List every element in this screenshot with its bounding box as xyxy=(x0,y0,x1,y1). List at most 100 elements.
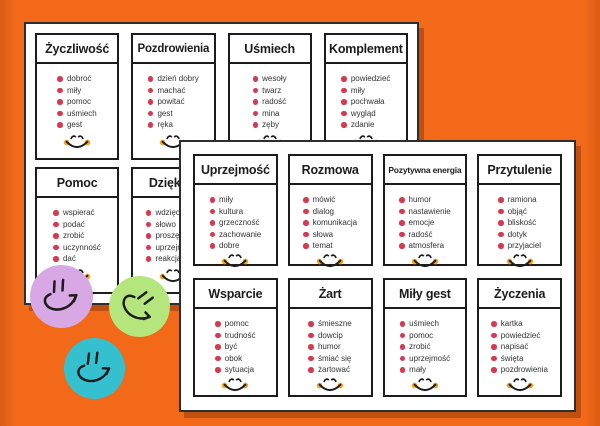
flashcard-word-label: święta xyxy=(500,353,524,363)
flashcard-body: mówić dialog komunikacja słowa temat xyxy=(290,185,371,267)
flashcard-title: Komplement xyxy=(329,41,403,56)
flashcard-word: radość xyxy=(252,96,287,108)
flashcard-word: kartka xyxy=(491,318,548,330)
bullet-dot-icon xyxy=(147,122,154,128)
flashcard-word: miły xyxy=(341,85,390,97)
bullet-dot-icon xyxy=(303,197,309,203)
flashcard-word: pomoc xyxy=(57,96,96,108)
flashcard-word-label: grzeczność xyxy=(219,218,260,227)
bullet-dot-icon xyxy=(399,243,405,249)
sheet-front: Uprzejmość miły kultura grzeczność zacho… xyxy=(179,140,576,412)
flashcard-word-list: uśmiech pomoc zrobić uprzejmość mały xyxy=(399,318,450,376)
flashcard-word-label: temat xyxy=(312,241,333,250)
flashcard-word: atmosfera xyxy=(399,240,451,252)
flashcard-header: Komplement xyxy=(325,35,406,64)
flashcard-word-list: ramiona objąć bliskość dotyk przyjaciel xyxy=(498,194,541,252)
smiley-face-icon xyxy=(506,253,533,267)
flashcard-body: dzień dobry machać powitać gest ręka xyxy=(133,64,213,158)
flashcard-title: Uśmiech xyxy=(244,41,295,56)
bullet-dot-icon xyxy=(53,256,59,262)
flashcard-word-label: uczynność xyxy=(62,242,101,252)
flashcard: Pozdrowienia dzień dobry machać powitać … xyxy=(131,33,216,160)
bullet-dot-icon xyxy=(308,367,314,373)
flashcard-word: zdanie xyxy=(341,119,390,131)
flashcard-word: proszę xyxy=(145,230,201,242)
flashcard-word-label: trudność xyxy=(224,330,256,340)
bullet-dot-icon xyxy=(147,76,154,82)
flashcard-word: dzień dobry xyxy=(147,73,199,85)
flashcard-word-label: uprzejmość xyxy=(155,242,197,252)
bullet-dot-icon xyxy=(341,87,347,93)
flashcard-body: humor nastawienie emocje radość atmosfer… xyxy=(385,185,466,267)
flashcard-word-label: zęby xyxy=(262,120,280,129)
bullet-dot-icon xyxy=(252,122,259,128)
flashcard-header: Pomoc xyxy=(37,169,118,198)
flashcard-word-label: miły xyxy=(350,85,366,95)
flashcard-word-label: ramiona xyxy=(507,195,537,204)
flashcard-word-label: dać xyxy=(62,254,76,263)
bullet-dot-icon xyxy=(341,122,347,128)
flashcard: Życzenia kartka powiedzieć napisać święt… xyxy=(477,278,562,397)
flashcard-title: Pozytywna energia xyxy=(388,164,462,175)
bullet-dot-icon xyxy=(308,332,314,338)
smiley-face-icon xyxy=(411,253,439,267)
hand-drawn-smiley-icon xyxy=(122,291,155,321)
flashcard-word-label: powiedzieć xyxy=(350,74,391,83)
bullet-dot-icon xyxy=(53,221,59,227)
flashcard-header: Życzliwość xyxy=(37,35,118,64)
flashcard-word: napisać xyxy=(491,341,548,353)
flashcard-word: komunikacja xyxy=(303,217,357,229)
bullet-dot-icon xyxy=(209,220,215,226)
flashcard: Życzliwość dobroć miły pomoc uśmiech ges… xyxy=(35,33,120,160)
flashcard-word-label: dzień dobry xyxy=(157,74,199,83)
bullet-dot-icon xyxy=(53,233,59,239)
flashcard-word-label: powiedzieć xyxy=(500,330,541,340)
flashcard-header: Pozytywna energia xyxy=(384,156,466,185)
bullet-dot-icon xyxy=(308,321,314,327)
card-grid-front: Uprzejmość miły kultura grzeczność zacho… xyxy=(181,142,574,410)
flashcard-title: Wsparcie xyxy=(208,286,263,301)
flashcard-word-label: proszę xyxy=(155,231,180,240)
bullet-dot-icon xyxy=(57,76,63,82)
flashcard-word: śmieszne xyxy=(308,318,352,330)
flashcard-word: kultura xyxy=(209,206,262,218)
flashcard-word: dowcip xyxy=(308,330,351,342)
bullet-dot-icon xyxy=(341,99,347,105)
flashcard-word: żartować xyxy=(308,364,351,376)
flashcard-word: sytuacja xyxy=(215,364,255,376)
flashcard-word: machać xyxy=(147,85,199,97)
flashcard-header: Przytulenie xyxy=(479,156,560,185)
flashcard-word: radość xyxy=(399,229,451,241)
flashcard-word: mina xyxy=(252,108,287,120)
flashcard-word-label: bliskość xyxy=(507,218,537,227)
flashcard-word-label: pozdrowienia xyxy=(500,365,548,374)
bullet-dot-icon xyxy=(399,355,406,361)
flashcard: Uśmiech wesoły twarz radość mina zęby xyxy=(227,33,312,160)
flashcard-word-label: machać xyxy=(157,85,186,95)
flashcard-word: wspierać xyxy=(53,207,100,219)
flashcard-header: Uprzejmość xyxy=(195,156,276,185)
bullet-dot-icon xyxy=(498,220,504,226)
flashcard-word: ręka xyxy=(147,119,199,131)
flashcard-word-label: wygląd xyxy=(350,108,376,118)
bullet-dot-icon xyxy=(57,87,63,93)
flashcard-word-list: humor nastawienie emocje radość atmosfer… xyxy=(399,194,451,252)
bullet-dot-icon xyxy=(399,367,406,373)
flashcard-word-label: dowcip xyxy=(317,330,343,340)
flashcard-word: miły xyxy=(209,194,262,206)
bullet-dot-icon xyxy=(341,110,347,116)
bullet-dot-icon xyxy=(399,321,406,327)
flashcard-word-label: dobroć xyxy=(66,74,92,83)
bullet-dot-icon xyxy=(399,344,406,350)
flashcard-header: Miły gest xyxy=(384,280,466,309)
flashcard-word: grzeczność xyxy=(209,217,262,229)
flashcard-word: trudność xyxy=(215,330,255,342)
flashcard-word-label: pomoc xyxy=(224,319,249,328)
flashcard-word: powiedzieć xyxy=(491,330,548,342)
flashcard-body: uśmiech pomoc zrobić uprzejmość mały xyxy=(385,309,466,395)
flashcard-word-label: słowo xyxy=(155,219,176,229)
flashcard-word-label: żartować xyxy=(317,365,350,374)
bullet-dot-icon xyxy=(303,231,309,237)
flashcard-word: objąć xyxy=(498,206,541,218)
flashcard-word-label: pomoc xyxy=(409,330,434,340)
